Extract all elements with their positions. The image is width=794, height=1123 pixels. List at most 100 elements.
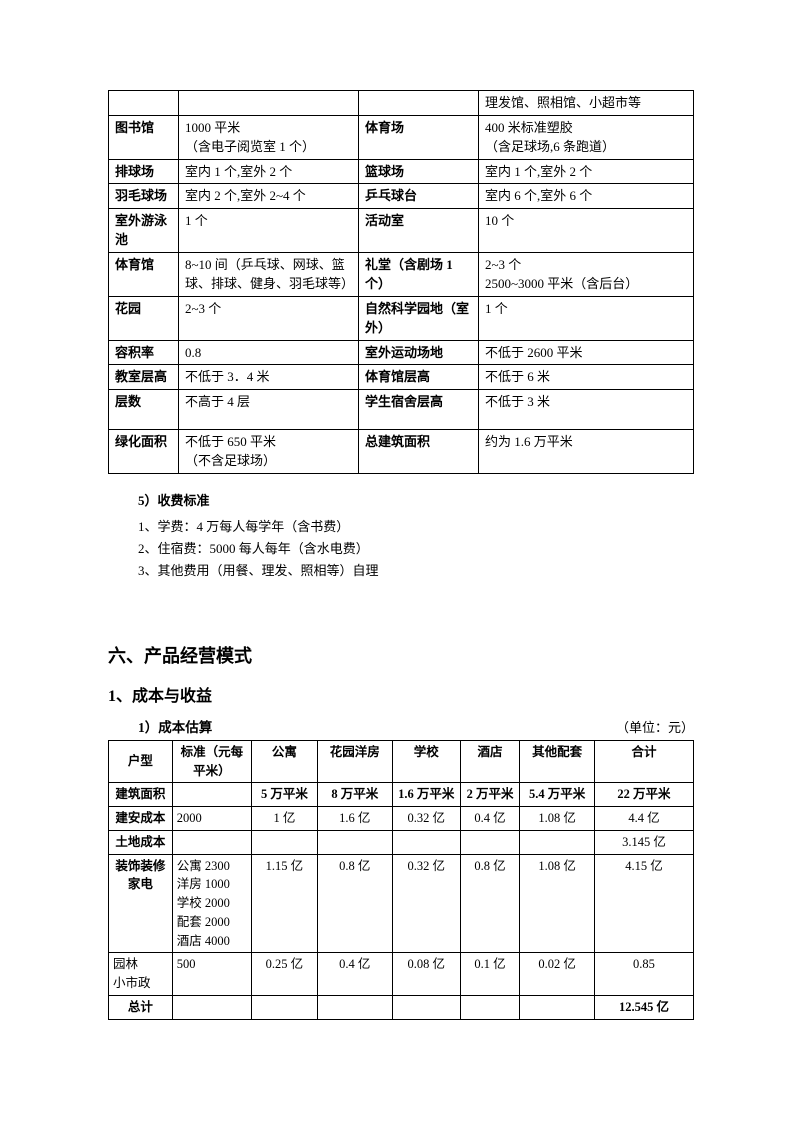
table-cell: 12.545 亿 xyxy=(594,995,693,1019)
table-cell: 体育馆层高 xyxy=(359,365,479,390)
table-cell: 8 万平米 xyxy=(317,783,392,807)
table-cell: 22 万平米 xyxy=(594,783,693,807)
table-cell xyxy=(520,995,595,1019)
table-cell: 0.32 亿 xyxy=(392,854,460,953)
table-cell: 1.6 亿 xyxy=(317,807,392,831)
cost-table: 户型标准（元每平米）公寓花园洋房学校酒店其他配套合计建筑面积5 万平米8 万平米… xyxy=(108,740,694,1020)
table-cell: 2000 xyxy=(172,807,251,831)
table-header-cell: 酒店 xyxy=(460,740,519,783)
table-cell: 5 万平米 xyxy=(251,783,317,807)
table-row: 羽毛球场室内 2 个,室外 2~4 个乒乓球台室内 6 个,室外 6 个 xyxy=(109,184,694,209)
table-row: 教室层高不低于 3．4 米体育馆层高不低于 6 米 xyxy=(109,365,694,390)
table-cell: 2~3 个2500~3000 平米（含后台） xyxy=(479,252,694,296)
table-cell: 室内 1 个,室外 2 个 xyxy=(479,159,694,184)
table-header-cell: 户型 xyxy=(109,740,173,783)
table-cell: 3.145 亿 xyxy=(594,830,693,854)
cost-benefit-heading: 1、成本与收益 xyxy=(108,682,694,706)
table-row: 图书馆1000 平米（含电子阅览室 1 个）体育场400 米标准塑胶（含足球场,… xyxy=(109,115,694,159)
table-cell: 0.8 亿 xyxy=(317,854,392,953)
table-row: 容积率0.8室外运动场地不低于 2600 平米 xyxy=(109,340,694,365)
table-cell: 绿化面积 xyxy=(109,429,179,473)
table-cell: 0.08 亿 xyxy=(392,953,460,996)
table-cell: 1.6 万平米 xyxy=(392,783,460,807)
table-cell xyxy=(172,783,251,807)
table-cell: 2~3 个 xyxy=(179,296,359,340)
table-cell xyxy=(359,91,479,116)
table-header-cell: 合计 xyxy=(594,740,693,783)
table-cell: 建筑面积 xyxy=(109,783,173,807)
table-cell: 建安成本 xyxy=(109,807,173,831)
table-cell: 图书馆 xyxy=(109,115,179,159)
table-cell: 400 米标准塑胶（含足球场,6 条跑道） xyxy=(479,115,694,159)
table-cell xyxy=(109,91,179,116)
table-cell: 不低于 3 米 xyxy=(479,389,694,429)
table-cell: 4.4 亿 xyxy=(594,807,693,831)
table-cell: 0.8 xyxy=(179,340,359,365)
table-cell: 总建筑面积 xyxy=(359,429,479,473)
table-cell: 体育场 xyxy=(359,115,479,159)
table-cell: 篮球场 xyxy=(359,159,479,184)
table-row: 室外游泳池1 个活动室10 个 xyxy=(109,208,694,252)
table-cell: 不低于 650 平米（不含足球场） xyxy=(179,429,359,473)
table-row: 装饰装修家电公寓 2300洋房 1000学校 2000配套 2000酒店 400… xyxy=(109,854,694,953)
table-row: 体育馆8~10 间（乒乓球、网球、篮球、排球、健身、羽毛球等）礼堂（含剧场 1 … xyxy=(109,252,694,296)
table-row: 园林小市政5000.25 亿0.4 亿0.08 亿0.1 亿0.02 亿0.85 xyxy=(109,953,694,996)
table-row: 理发馆、照相馆、小超市等 xyxy=(109,91,694,116)
table-cell: 不低于 3．4 米 xyxy=(179,365,359,390)
table-row: 花园2~3 个自然科学园地（室外）1 个 xyxy=(109,296,694,340)
table-cell: 不高于 4 层 xyxy=(179,389,359,429)
table-cell: 1 个 xyxy=(479,296,694,340)
table-cell xyxy=(392,995,460,1019)
table-cell: 1 个 xyxy=(179,208,359,252)
table-cell: 花园 xyxy=(109,296,179,340)
table-cell: 礼堂（含剧场 1 个） xyxy=(359,252,479,296)
table-header-cell: 标准（元每平米） xyxy=(172,740,251,783)
cost-estimate-heading: 1）成本估算 xyxy=(138,716,212,736)
table-cell: 公寓 2300洋房 1000学校 2000配套 2000酒店 4000 xyxy=(172,854,251,953)
table-cell: 0.4 亿 xyxy=(317,953,392,996)
table-cell: 约为 1.6 万平米 xyxy=(479,429,694,473)
table-cell: 室外运动场地 xyxy=(359,340,479,365)
table-cell: 0.02 亿 xyxy=(520,953,595,996)
cost-estimate-row: 1）成本估算 （单位：元） xyxy=(138,716,694,736)
table-cell: 学生宿舍层高 xyxy=(359,389,479,429)
unit-label: （单位：元） xyxy=(616,717,694,736)
facilities-table: 理发馆、照相馆、小超市等图书馆1000 平米（含电子阅览室 1 个）体育场400… xyxy=(108,90,694,474)
table-cell: 0.4 亿 xyxy=(460,807,519,831)
section-6-heading: 六、产品经营模式 xyxy=(108,642,694,668)
table-cell: 排球场 xyxy=(109,159,179,184)
fee-line: 2、住宿费：5000 每人每年（含水电费） xyxy=(138,538,694,560)
table-cell xyxy=(251,995,317,1019)
table-header-cell: 其他配套 xyxy=(520,740,595,783)
fees-heading: 5）收费标准 xyxy=(138,490,694,512)
table-cell: 教室层高 xyxy=(109,365,179,390)
fee-line: 1、学费：4 万每人每学年（含书费） xyxy=(138,516,694,538)
table-cell: 园林小市政 xyxy=(109,953,173,996)
table-cell: 层数 xyxy=(109,389,179,429)
table-cell: 0.85 xyxy=(594,953,693,996)
table-cell xyxy=(392,830,460,854)
fees-section: 5）收费标准 1、学费：4 万每人每学年（含书费）2、住宿费：5000 每人每年… xyxy=(138,490,694,582)
table-cell: 不低于 6 米 xyxy=(479,365,694,390)
table-cell xyxy=(172,995,251,1019)
table-cell xyxy=(179,91,359,116)
table-cell xyxy=(317,830,392,854)
table-row: 层数不高于 4 层学生宿舍层高不低于 3 米 xyxy=(109,389,694,429)
table-cell xyxy=(460,995,519,1019)
table-cell xyxy=(251,830,317,854)
table-header-cell: 公寓 xyxy=(251,740,317,783)
table-cell: 室内 6 个,室外 6 个 xyxy=(479,184,694,209)
table-cell: 理发馆、照相馆、小超市等 xyxy=(479,91,694,116)
table-cell: 0.1 亿 xyxy=(460,953,519,996)
table-cell: 1.08 亿 xyxy=(520,854,595,953)
table-cell xyxy=(172,830,251,854)
table-cell: 5.4 万平米 xyxy=(520,783,595,807)
table-cell: 8~10 间（乒乓球、网球、篮球、排球、健身、羽毛球等） xyxy=(179,252,359,296)
table-row: 排球场室内 1 个,室外 2 个篮球场室内 1 个,室外 2 个 xyxy=(109,159,694,184)
table-cell: 500 xyxy=(172,953,251,996)
table-row: 土地成本3.145 亿 xyxy=(109,830,694,854)
table-cell: 装饰装修家电 xyxy=(109,854,173,953)
table-cell: 羽毛球场 xyxy=(109,184,179,209)
table-row: 绿化面积不低于 650 平米（不含足球场）总建筑面积约为 1.6 万平米 xyxy=(109,429,694,473)
table-cell: 室内 1 个,室外 2 个 xyxy=(179,159,359,184)
